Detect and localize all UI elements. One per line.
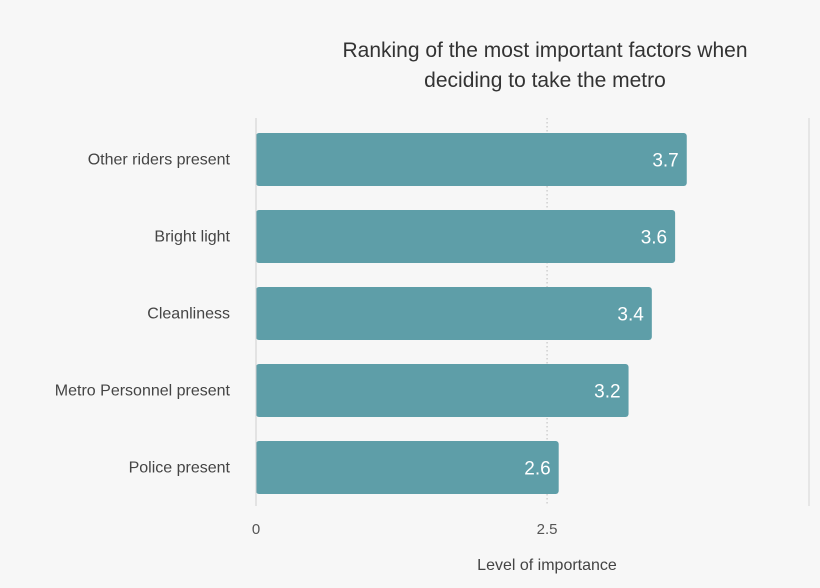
bar — [256, 210, 676, 263]
category-label: Bright light — [154, 229, 230, 246]
x-tick-label: 2.5 — [537, 521, 558, 538]
category-label: Metro Personnel present — [55, 383, 231, 400]
bar — [256, 364, 629, 417]
chart-title: Ranking of the most important factors wh… — [280, 36, 810, 96]
x-axis-title: Level of importance — [477, 557, 617, 574]
chart-title-line-2: deciding to take the metro — [424, 69, 666, 92]
category-label: Cleanliness — [147, 306, 230, 323]
bar-value-label: 2.6 — [524, 459, 550, 480]
category-label: Other riders present — [88, 152, 231, 169]
axis-layer: 0 2.5 — [252, 118, 558, 538]
label-layer: 3.7 Other riders present 3.6 Bright light 3.… — [55, 151, 679, 480]
bar-value-label: 3.4 — [617, 305, 644, 326]
bar-value-label: 3.7 — [652, 151, 678, 172]
chart-title-line-1: Ranking of the most important factors wh… — [342, 39, 748, 62]
x-tick-label: 0 — [252, 521, 260, 538]
bar-layer — [256, 133, 687, 494]
bar-value-label: 3.6 — [641, 228, 667, 249]
bar — [256, 441, 559, 494]
bar — [256, 133, 687, 186]
category-label: Police present — [129, 460, 231, 477]
bar — [256, 287, 652, 340]
bar-value-label: 3.2 — [594, 382, 620, 403]
